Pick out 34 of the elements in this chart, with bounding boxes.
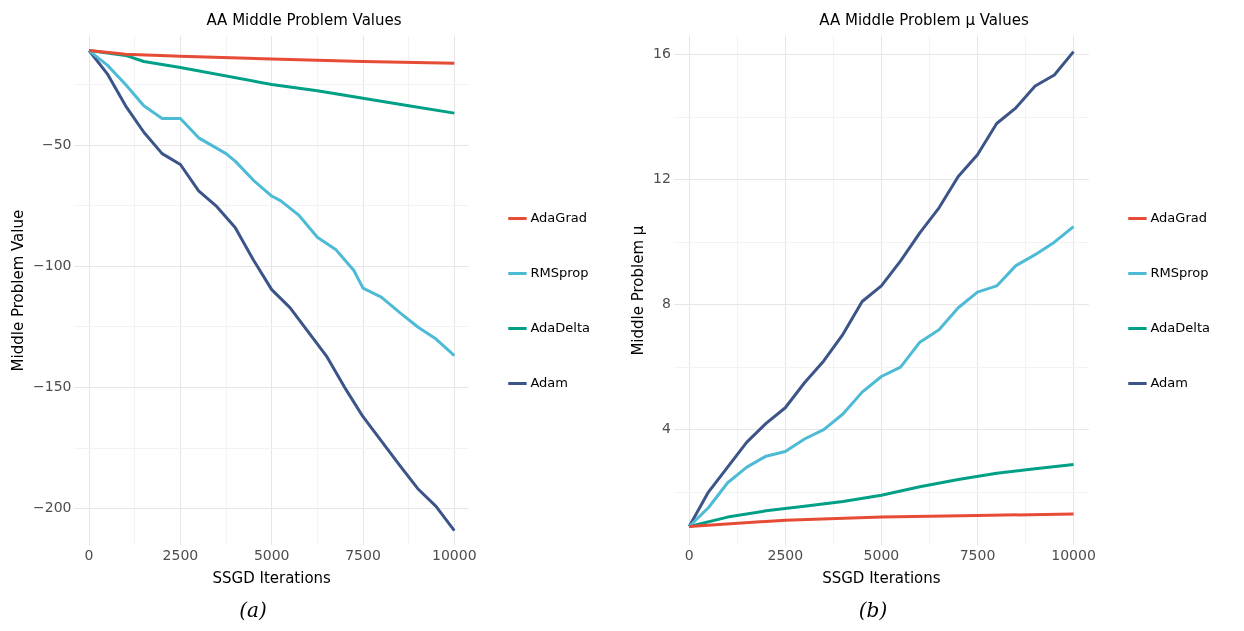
y-axis-title: Middle Problem μ <box>628 225 647 356</box>
legend-label: Adam <box>1150 374 1188 390</box>
y-tick-label: 4 <box>661 420 671 437</box>
legend-label: AdaDelta <box>530 319 591 335</box>
x-tick-label: 5000 <box>863 547 900 564</box>
x-tick-label: 10000 <box>432 547 477 564</box>
chart-title: AA Middle Problem Values <box>206 10 402 29</box>
y-tick-label: 12 <box>652 170 671 187</box>
y-tick-label: 8 <box>661 295 671 312</box>
legend-label: AdaDelta <box>1150 319 1211 335</box>
y-tick-label: −200 <box>33 499 72 516</box>
legend-label: RMSprop <box>1150 264 1209 280</box>
x-tick-label: 5000 <box>253 547 290 564</box>
chart-title: AA Middle Problem μ Values <box>819 10 1029 29</box>
legend-label: AdaGrad <box>530 209 587 225</box>
y-axis-title: Middle Problem Value <box>8 209 27 372</box>
legend-label: RMSprop <box>530 264 589 280</box>
x-tick-label: 0 <box>684 547 694 564</box>
legend-label: AdaGrad <box>1150 209 1207 225</box>
x-tick-label: 0 <box>84 547 94 564</box>
x-tick-label: 7500 <box>959 547 996 564</box>
y-tick-label: −100 <box>33 256 72 273</box>
x-tick-label: 2500 <box>162 547 199 564</box>
x-tick-label: 7500 <box>345 547 381 564</box>
x-axis-title: SSGD Iterations <box>212 568 332 587</box>
y-tick-label: 16 <box>652 45 671 62</box>
x-axis-title: SSGD Iterations <box>822 568 941 587</box>
y-tick-label: −150 <box>33 378 72 395</box>
x-tick-label: 2500 <box>767 547 804 564</box>
text: (b) <box>857 598 889 622</box>
x-tick-label: 10000 <box>1051 547 1096 564</box>
legend-label: Adam <box>530 374 568 390</box>
y-tick-label: −50 <box>41 135 72 152</box>
text: (a) <box>238 598 268 622</box>
